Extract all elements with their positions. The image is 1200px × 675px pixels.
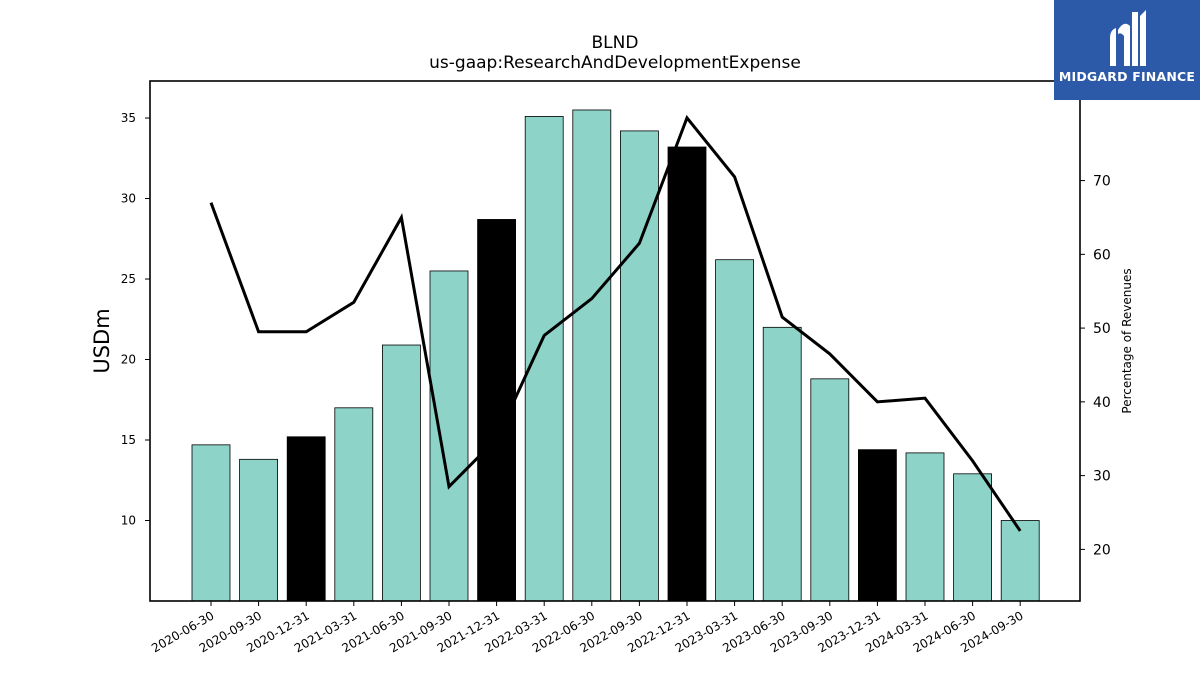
logo: MIDGARD FINANCE (1054, 0, 1200, 100)
y-tick-label: 35 (121, 111, 136, 125)
y-axis-label: USDm (90, 308, 114, 373)
y2-tick-label: 70 (1093, 174, 1111, 190)
y-tick-label: 10 (121, 514, 136, 528)
y-tick-label: 25 (121, 272, 136, 286)
bar-2024-09-30 (1000, 520, 1040, 602)
bar-2023-12-31 (858, 449, 897, 602)
bar-2023-06-30 (762, 326, 802, 602)
percentage-line (209, 114, 1022, 532)
bar-2022-12-31 (667, 146, 707, 602)
bar-2022-09-30 (620, 130, 659, 602)
y-tick-label: 20 (121, 353, 136, 367)
bar-2020-12-31 (286, 436, 326, 602)
bar-2024-06-30 (953, 473, 992, 602)
bar-2021-06-30 (381, 344, 421, 602)
bar-2023-03-31 (715, 259, 754, 602)
bar-2024-03-31 (905, 452, 945, 602)
bar-2021-09-30 (429, 270, 469, 602)
logo-text: MIDGARD FINANCE (1058, 69, 1196, 84)
chart-title: BLND (592, 33, 639, 53)
bar-2022-06-30 (572, 109, 612, 602)
bar-2020-06-30 (191, 444, 231, 602)
bar-2022-03-31 (524, 116, 564, 602)
y2-tick-label: 40 (1093, 395, 1111, 411)
bar-2021-03-31 (334, 407, 374, 602)
plot-frame (149, 80, 1081, 602)
bar-2023-09-30 (810, 378, 850, 602)
logo-mark-icon (1110, 10, 1146, 66)
y-tick-label: 30 (121, 192, 136, 206)
y-tick-label: 15 (121, 433, 136, 447)
y2-tick-label: 20 (1093, 542, 1111, 558)
y2-axis-label: Percentage of Revenues (1120, 268, 1134, 413)
y2-tick-label: 50 (1093, 321, 1111, 337)
y2-tick-label: 60 (1093, 247, 1111, 263)
y2-tick-label: 30 (1093, 469, 1111, 485)
bar-2020-09-30 (239, 458, 279, 602)
chart-subtitle: us-gaap:ResearchAndDevelopmentExpense (429, 53, 801, 73)
